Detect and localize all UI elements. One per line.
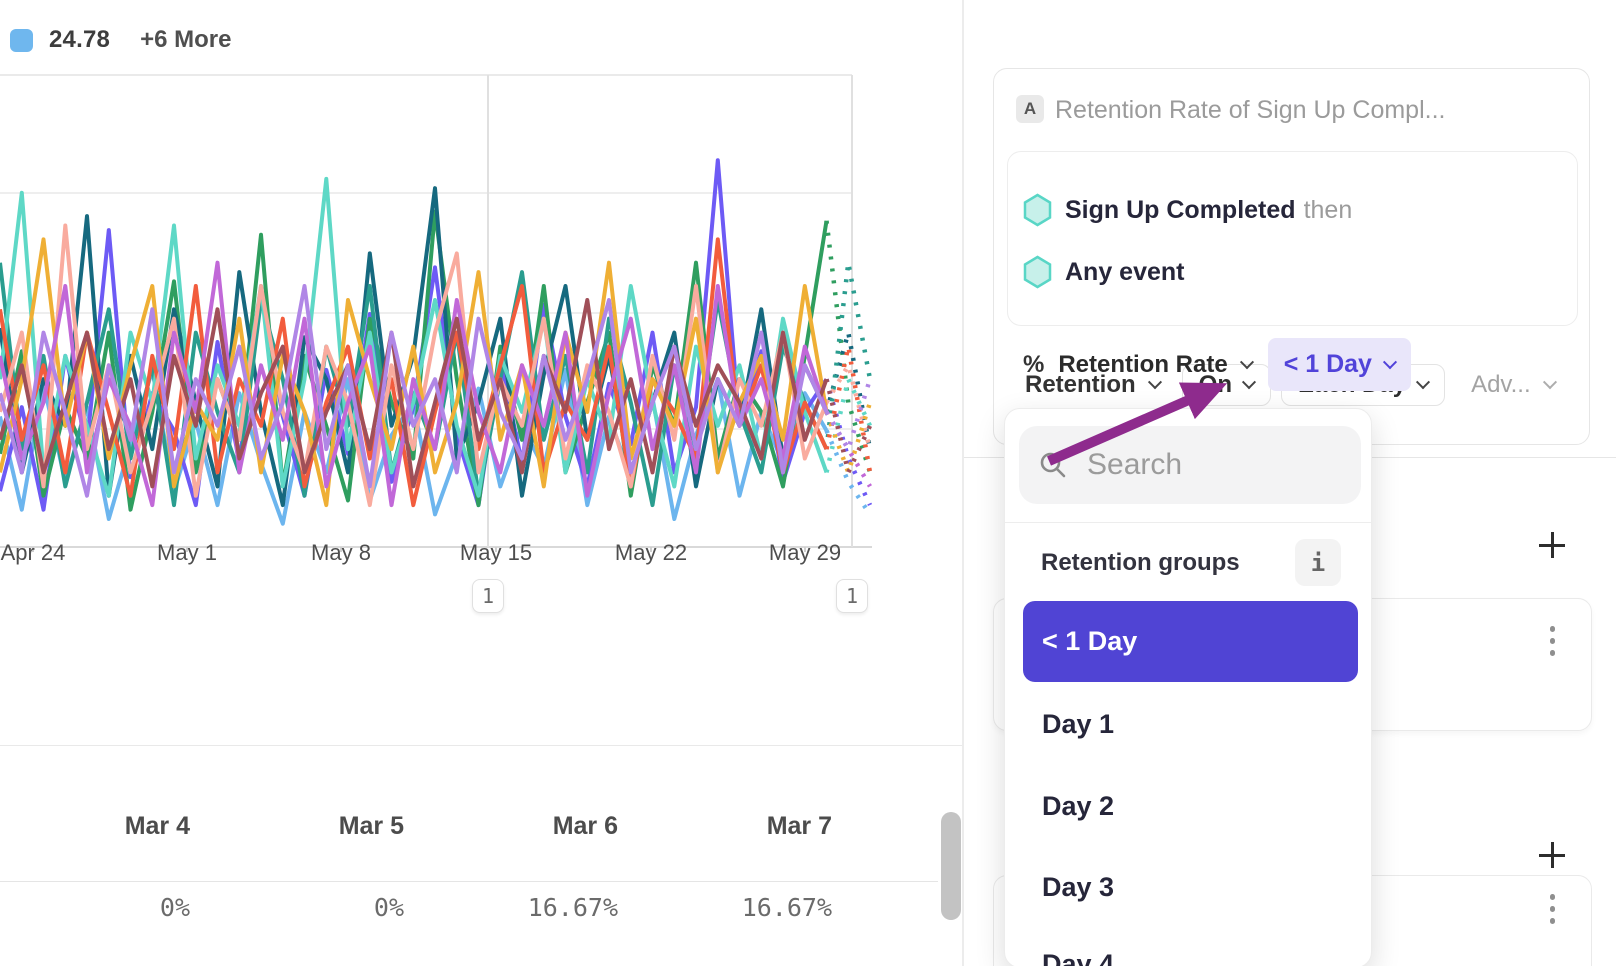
info-icon[interactable]: i — [1295, 539, 1341, 586]
chart-series-line[interactable] — [0, 237, 829, 508]
retention-rate-dropdown[interactable]: Retention Rate — [1058, 350, 1228, 378]
search-box[interactable] — [1019, 426, 1361, 504]
x-axis-label: May 8 — [311, 540, 371, 565]
advanced-dropdown[interactable]: Adv... — [1471, 371, 1557, 399]
table-cell: 0% — [159, 893, 190, 922]
dropdown-group-header: Retention groups i — [1041, 539, 1341, 586]
annotation-badge[interactable]: 1 — [836, 579, 868, 613]
x-axis-label: Apr 24 — [0, 540, 66, 565]
chart-series-line[interactable] — [0, 298, 829, 489]
event-row-any-event[interactable]: Any event — [1023, 255, 1184, 289]
chart-series-incomplete-tail — [824, 378, 873, 455]
event-letter-badge: A — [1016, 95, 1044, 123]
metric-row: % Retention Rate < 1 Day — [1023, 338, 1411, 391]
dropdown-item-selected[interactable]: < 1 Day — [1023, 601, 1358, 682]
retention-group-chip[interactable]: < 1 Day — [1267, 338, 1411, 391]
event-config-card: A Retention Rate of Sign Up Compl... Sig… — [993, 68, 1590, 445]
x-axis-label: May 15 — [459, 540, 533, 565]
event-then-label: then — [1303, 195, 1353, 224]
retention-group-dropdown-menu: Retention groups i < 1 Day Day 1 Day 2 D… — [1004, 408, 1372, 966]
chart-series-line[interactable] — [0, 209, 829, 512]
event-hexagon-icon — [1023, 255, 1052, 289]
annotation-badge[interactable]: 1 — [472, 579, 504, 613]
search-icon — [1040, 452, 1066, 478]
chart-series-incomplete-tail — [824, 262, 873, 450]
x-axis-label: May 22 — [614, 540, 688, 565]
chart-series-incomplete-tail — [824, 220, 873, 474]
retention-line-chart[interactable] — [0, 72, 884, 552]
table-cell: 16.67% — [527, 893, 618, 922]
add-segment-button[interactable] — [1537, 840, 1567, 870]
chart-series-line[interactable] — [0, 260, 829, 508]
table-column-header[interactable]: Mar 7 — [766, 812, 832, 840]
chevron-down-icon — [1542, 375, 1557, 390]
vertical-scrollbar[interactable] — [941, 812, 961, 920]
add-segment-button[interactable] — [1537, 530, 1567, 560]
event-group-card: Sign Up Completed then Any event Retentio… — [1007, 151, 1578, 406]
dropdown-item[interactable]: Day 2 — [1042, 791, 1115, 821]
chart-series-line[interactable] — [0, 284, 829, 498]
section-divider — [0, 745, 962, 746]
table-column-header[interactable]: Mar 4 — [124, 812, 190, 840]
chart-series-incomplete-tail — [824, 346, 873, 473]
group-label: Retention groups — [1041, 548, 1240, 576]
event-name[interactable]: Sign Up Completed — [1065, 195, 1296, 224]
dropdown-divider — [1005, 522, 1371, 523]
chevron-down-icon — [1239, 354, 1254, 369]
panel-divider — [962, 0, 964, 966]
legend-series-value[interactable]: 24.78 — [49, 26, 111, 53]
table-column-header[interactable]: Mar 5 — [338, 812, 404, 840]
chevron-down-icon — [1382, 354, 1398, 369]
percent-icon: % — [1023, 350, 1045, 378]
legend-more-link[interactable]: +6 More — [140, 26, 232, 53]
card-title: Retention Rate of Sign Up Compl... — [1055, 96, 1446, 124]
kebab-menu-icon[interactable] — [1549, 626, 1555, 656]
chart-series-incomplete-tail — [824, 359, 873, 450]
x-axis-label: May 29 — [768, 540, 842, 565]
legend-color-swatch — [10, 28, 33, 52]
table-column-header[interactable]: Mar 6 — [552, 812, 618, 840]
table-cell: 0% — [373, 893, 404, 922]
event-row-signup[interactable]: Sign Up Completed then — [1023, 193, 1352, 227]
chevron-down-icon — [1415, 375, 1431, 390]
table-cell: 16.67% — [741, 893, 832, 922]
dropdown-item[interactable]: Day 3 — [1042, 872, 1115, 902]
event-hexagon-icon — [1023, 193, 1052, 227]
search-input[interactable] — [1087, 448, 1327, 482]
dropdown-item[interactable]: Day 1 — [1042, 709, 1115, 739]
table-header-divider — [0, 881, 938, 882]
kebab-menu-icon[interactable] — [1549, 894, 1555, 924]
x-axis-label: May 1 — [157, 540, 217, 565]
chart-legend: 24.78 +6 More — [10, 26, 231, 54]
dropdown-item[interactable]: Day 4 — [1042, 949, 1115, 966]
event-name[interactable]: Any event — [1065, 257, 1185, 286]
